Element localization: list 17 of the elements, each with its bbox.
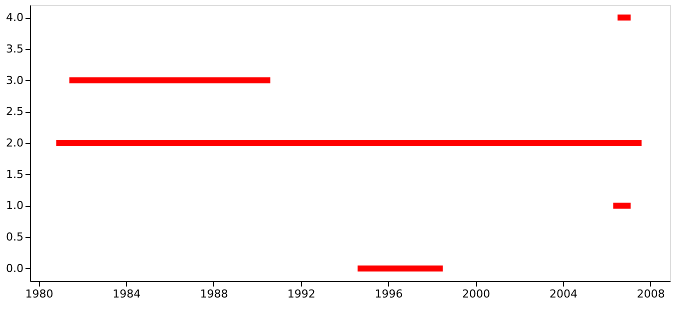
y-tick-label: 1.5	[6, 168, 24, 181]
x-tick-label: 2000	[462, 288, 490, 300]
x-tick-label: 1980	[25, 288, 54, 300]
y-tick-label: 2.5	[6, 105, 24, 118]
y-tick-label: 1.0	[6, 199, 24, 212]
x-tick-label: 1996	[374, 288, 403, 300]
x-tick-label: 1988	[200, 288, 228, 300]
y-tick-label: 0.0	[6, 262, 24, 275]
y-tick-label: 0.5	[6, 230, 24, 244]
y-tick-label: 2.0	[6, 136, 24, 150]
y-tick-label: 3.5	[6, 42, 24, 56]
x-tick-label: 2008	[636, 288, 665, 300]
y-tick-label: 3.0	[6, 74, 24, 87]
x-tick-label: 1992	[287, 288, 316, 300]
x-tick-label: 1984	[112, 288, 141, 300]
x-tick-label: 2004	[549, 288, 578, 300]
y-tick-label: 4.0	[6, 11, 24, 24]
